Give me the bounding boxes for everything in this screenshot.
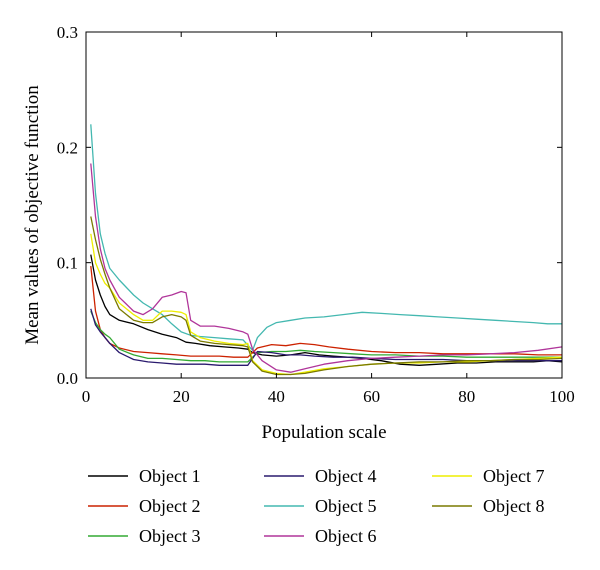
x-tick-label: 20 bbox=[173, 387, 190, 406]
series-line-object-6 bbox=[90, 163, 563, 373]
y-tick-label: 0.3 bbox=[57, 23, 78, 42]
legend-item-object-6: Object 6 bbox=[264, 526, 376, 546]
legend-item-object-4: Object 4 bbox=[264, 466, 376, 486]
series-line-object-4 bbox=[90, 308, 562, 366]
legend: Object 1 Object 2 Object 3 Object 4 Object 5… bbox=[88, 466, 544, 546]
x-axis-label: Population scale bbox=[261, 422, 386, 443]
legend-label: Object 2 bbox=[139, 496, 200, 516]
legend-item-object-8: Object 8 bbox=[432, 496, 544, 516]
series-line-object-5 bbox=[90, 124, 562, 351]
x-tick-label: 40 bbox=[268, 387, 285, 406]
y-tick-label: 0.2 bbox=[57, 138, 78, 157]
plot-frame bbox=[85, 31, 563, 379]
y-tick-label: 0.1 bbox=[57, 254, 78, 273]
series-line-object-2 bbox=[90, 266, 562, 358]
legend-label: Object 1 bbox=[139, 466, 200, 486]
x-tick-label: 80 bbox=[458, 387, 475, 406]
legend-label: Object 5 bbox=[315, 496, 376, 516]
legend-item-object-5: Object 5 bbox=[264, 496, 376, 516]
legend-item-object-2: Object 2 bbox=[88, 496, 200, 516]
axis-ticks: 0 20 40 60 80 100 0.0 0.1 0.2 0.3 bbox=[57, 23, 575, 406]
legend-label: Object 8 bbox=[483, 496, 544, 516]
series-line-object-8 bbox=[90, 216, 563, 376]
series-line-object-1 bbox=[90, 254, 563, 366]
legend-label: Object 3 bbox=[139, 526, 200, 546]
legend-item-object-7: Object 7 bbox=[432, 466, 544, 486]
x-tick-label: 60 bbox=[363, 387, 380, 406]
legend-label: Object 4 bbox=[315, 466, 376, 486]
y-tick-label: 0.0 bbox=[57, 369, 78, 388]
legend-item-object-1: Object 1 bbox=[88, 466, 200, 486]
series-line-object-7 bbox=[90, 233, 563, 376]
x-tick-label: 100 bbox=[549, 387, 575, 406]
y-axis-label: Mean values of objective function bbox=[22, 85, 43, 345]
x-tick-label: 0 bbox=[82, 387, 91, 406]
legend-label: Object 7 bbox=[483, 466, 544, 486]
legend-label: Object 6 bbox=[315, 526, 376, 546]
legend-item-object-3: Object 3 bbox=[88, 526, 200, 546]
series-layer bbox=[90, 124, 563, 376]
